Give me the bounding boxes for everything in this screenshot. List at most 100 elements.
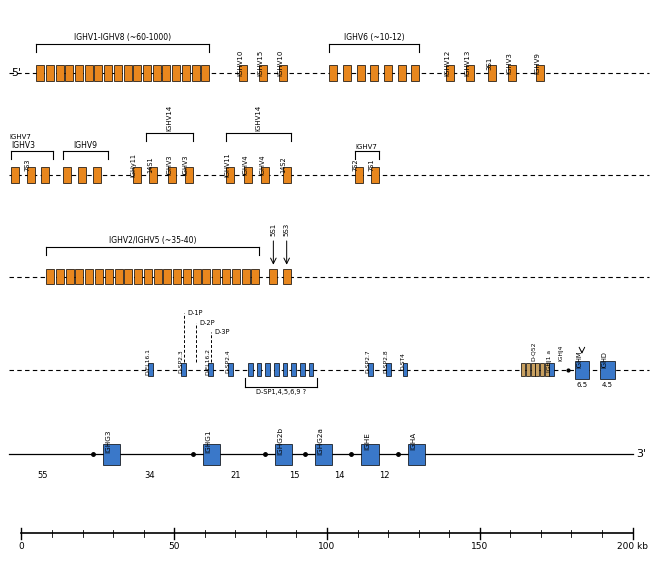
Bar — [208, 364, 213, 376]
Bar — [508, 66, 516, 82]
Text: IGHV13: IGHV13 — [464, 50, 470, 76]
Text: D-SP2.4: D-SP2.4 — [225, 349, 230, 373]
Text: IGHG2a: IGHG2a — [317, 428, 323, 455]
Text: IGHG3: IGHG3 — [106, 430, 112, 453]
Bar — [386, 364, 390, 376]
Bar — [56, 66, 64, 82]
Text: 4.5: 4.5 — [601, 382, 613, 388]
Bar — [228, 364, 233, 376]
Bar — [275, 443, 292, 465]
Text: D-2P: D-2P — [200, 320, 215, 326]
Bar — [536, 364, 539, 376]
Bar — [95, 66, 102, 82]
Text: IGHV2/IGHV5 (~35-40): IGHV2/IGHV5 (~35-40) — [109, 237, 196, 246]
Text: 14: 14 — [334, 471, 345, 481]
Bar — [124, 66, 132, 82]
Text: 3S1: 3S1 — [486, 56, 492, 70]
Text: 200 kb: 200 kb — [617, 543, 648, 551]
Text: D-ST4: D-ST4 — [400, 352, 405, 370]
Text: D-FL16.2: D-FL16.2 — [206, 348, 210, 374]
Bar — [283, 364, 288, 376]
Bar — [163, 268, 171, 284]
Bar — [371, 167, 378, 183]
Bar — [66, 268, 74, 284]
Bar — [274, 364, 279, 376]
Text: D-SP2.7: D-SP2.7 — [366, 349, 370, 373]
Bar — [329, 66, 337, 82]
Text: 50: 50 — [169, 543, 180, 551]
Text: 21: 21 — [230, 471, 241, 481]
Text: 34: 34 — [144, 471, 155, 481]
Bar — [46, 268, 54, 284]
Bar — [75, 268, 83, 284]
Bar — [133, 167, 140, 183]
Text: D-SP1,4,5,6,9 ?: D-SP1,4,5,6,9 ? — [255, 389, 306, 395]
Bar — [226, 167, 234, 183]
Text: IGHy11: IGHy11 — [131, 153, 136, 177]
Text: 150: 150 — [471, 543, 489, 551]
Bar — [11, 167, 19, 183]
Text: 7S2: 7S2 — [353, 158, 359, 171]
Bar — [183, 268, 191, 284]
Text: IGHM: IGHM — [576, 351, 582, 368]
Text: 5S3: 5S3 — [284, 223, 290, 236]
Bar — [343, 66, 351, 82]
Text: IGHJ1 a: IGHJ1 a — [546, 350, 552, 372]
Bar — [203, 443, 220, 465]
Bar — [239, 66, 247, 82]
Text: IGHV7: IGHV7 — [355, 144, 378, 149]
Text: 5': 5' — [11, 68, 21, 78]
Bar — [600, 361, 615, 378]
Text: D-SP2.3: D-SP2.3 — [179, 349, 183, 373]
Bar — [193, 268, 201, 284]
Text: IGHV7: IGHV7 — [9, 134, 31, 140]
Text: D-3P: D-3P — [214, 329, 230, 335]
Bar — [56, 268, 64, 284]
Text: IGHV14: IGHV14 — [167, 105, 173, 131]
Bar — [42, 167, 50, 183]
Bar — [46, 66, 54, 82]
Bar — [362, 443, 378, 465]
Bar — [248, 364, 253, 376]
Bar — [300, 364, 304, 376]
Text: 0: 0 — [19, 543, 24, 551]
Bar — [280, 66, 288, 82]
Bar — [103, 443, 120, 465]
Bar — [163, 66, 171, 82]
Bar — [398, 66, 406, 82]
Text: IGHV3: IGHV3 — [183, 154, 189, 175]
Bar — [549, 364, 554, 376]
Bar — [292, 364, 296, 376]
Text: IGHV4: IGHV4 — [242, 154, 248, 175]
Bar — [153, 66, 161, 82]
Bar — [259, 66, 267, 82]
Text: IGHV9: IGHV9 — [534, 52, 540, 74]
Text: IGHV1-IGHV8 (~60-1000): IGHV1-IGHV8 (~60-1000) — [74, 33, 171, 42]
Bar — [182, 66, 190, 82]
Bar — [368, 364, 373, 376]
Bar — [105, 268, 113, 284]
Bar — [114, 268, 122, 284]
Bar — [85, 66, 93, 82]
Bar — [154, 268, 161, 284]
Text: IGHV10: IGHV10 — [237, 50, 243, 76]
Text: 5S1: 5S1 — [270, 223, 276, 236]
Bar — [192, 66, 200, 82]
Bar — [36, 66, 44, 82]
Bar — [408, 443, 425, 465]
Bar — [172, 66, 180, 82]
Bar — [78, 167, 86, 183]
Bar — [370, 66, 378, 82]
Bar — [466, 66, 474, 82]
Text: D-SP2.8: D-SP2.8 — [383, 349, 388, 373]
Text: D-1P: D-1P — [187, 310, 203, 316]
Bar — [244, 167, 252, 183]
Bar — [242, 268, 249, 284]
Bar — [314, 443, 332, 465]
Text: D-FL16.1: D-FL16.1 — [145, 348, 151, 374]
Bar — [446, 66, 454, 82]
Text: IGHV14: IGHV14 — [255, 105, 261, 131]
Text: IGHV4: IGHV4 — [259, 154, 265, 175]
Text: 100: 100 — [319, 543, 335, 551]
Text: 3': 3' — [636, 449, 646, 459]
